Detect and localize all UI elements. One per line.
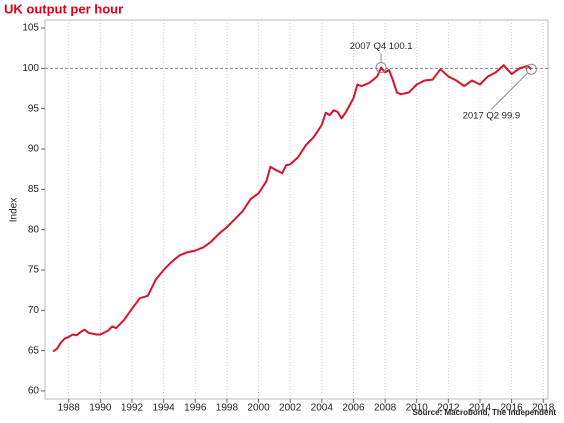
y-tick-label: 80 [28, 224, 40, 235]
x-tick-label: 1998 [216, 403, 239, 414]
x-tick-label: 2016 [500, 403, 523, 414]
annotation-marker [525, 63, 537, 75]
annotation: 2017 Q2 99.9 [463, 111, 521, 122]
x-tick-label: 2012 [437, 403, 460, 414]
annotation: 2007 Q4 100.1 [350, 41, 413, 52]
x-tick-label: 1992 [121, 403, 144, 414]
x-tick-label: 2008 [374, 403, 397, 414]
y-tick-label: 100 [22, 63, 39, 74]
y-tick-label: 65 [28, 345, 40, 356]
plot-frame [44, 19, 549, 400]
chart-title: UK output per hour [4, 1, 123, 16]
x-tick-label: 1994 [153, 403, 176, 414]
x-tick-label: 2018 [532, 403, 555, 414]
x-tick-label: 2002 [279, 403, 302, 414]
y-tick-label: 90 [28, 144, 40, 155]
x-tick-label: 2014 [469, 403, 492, 414]
source: Source: Macrobond, The Independent [412, 408, 556, 417]
y-tick-label: 85 [28, 184, 40, 195]
y-tick-label: 70 [28, 305, 40, 316]
x-tick-label: 1990 [89, 403, 112, 414]
line [52, 64, 533, 353]
x-tick-label: 1996 [184, 403, 207, 414]
y-tick-label: 95 [28, 103, 40, 114]
x-tick-label: 2006 [342, 403, 365, 414]
x-tick-label: 1988 [58, 403, 81, 414]
y-axis-label: Index [9, 198, 20, 222]
x-tick-label: 2010 [406, 403, 429, 414]
annotation-marker [375, 62, 387, 74]
y-tick-label: 60 [28, 386, 40, 397]
x-tick-label: 2004 [311, 403, 334, 414]
annotation-leader [491, 72, 528, 110]
y-tick-label: 75 [28, 265, 40, 276]
y-tick-label: 105 [22, 23, 39, 34]
x-tick-label: 2000 [247, 403, 270, 414]
